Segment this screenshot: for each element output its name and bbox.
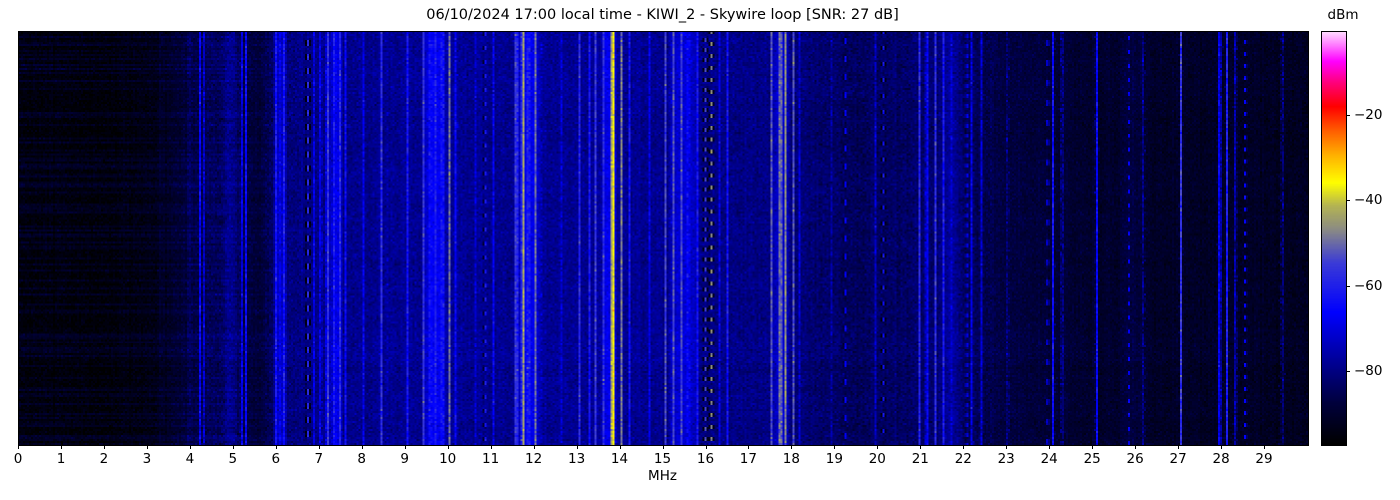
x-axis-tick-label: 11 [482,451,500,467]
colorbar-tick [1346,371,1350,373]
spectrogram-plot[interactable] [18,31,1309,446]
x-axis-tick [318,445,320,449]
x-axis-tick [232,445,234,449]
x-axis-tick [1006,445,1008,449]
x-axis-tick [447,445,449,449]
x-axis-tick [748,445,750,449]
x-axis-tick-label: 6 [271,451,281,467]
x-axis-tick [1049,445,1051,449]
x-axis-tick [576,445,578,449]
x-axis-tick-label: 22 [954,451,972,467]
x-axis-label: MHz [648,468,677,484]
colorbar-tick-label: −20 [1354,106,1383,123]
x-axis-tick-label: 23 [997,451,1015,467]
x-axis-tick [662,445,664,449]
x-axis-tick [103,445,105,449]
x-axis-tick [920,445,922,449]
x-axis-tick [1264,445,1265,449]
x-axis-tick-label: 26 [1126,451,1144,467]
colorbar-tick [1346,114,1350,116]
colorbar[interactable] [1321,31,1347,446]
x-axis-tick-label: 29 [1255,451,1273,467]
x-axis-tick [963,445,965,449]
x-axis-tick-label: 16 [696,451,715,467]
x-axis-tick [1178,445,1180,449]
x-axis-tick [189,445,191,449]
x-axis-tick-label: 15 [653,451,672,467]
x-axis-tick-label: 24 [1040,451,1058,467]
x-axis-tick [490,445,492,449]
x-axis: 0 1 2 3 4 5 6 7 8 9 10 11 12 13 14 15 16 17 18 19 20 21 22 23 24… [14,445,1307,485]
x-axis-tick-label: 12 [525,451,543,467]
x-axis-tick [877,445,879,449]
x-axis-tick-label: 1 [56,451,66,467]
x-axis-tick-label: 4 [185,451,195,467]
colorbar-tick-label: −80 [1354,363,1383,380]
x-axis-tick [61,445,62,449]
colorbar-ticks: −20 −40 −60 −80 [1346,31,1400,444]
x-axis-tick-label: 7 [314,451,324,467]
x-axis-tick-label: 20 [868,451,886,467]
x-axis-tick-label: 10 [439,451,457,467]
x-axis-tick [1221,445,1223,449]
colorbar-tick-label: −60 [1354,277,1383,294]
x-axis-tick [1135,445,1137,449]
x-axis-tick [619,445,621,449]
x-axis-tick-label: 21 [911,451,929,467]
x-axis-tick-label: 8 [357,451,366,467]
x-axis-tick [18,445,19,449]
x-axis-tick-label: 14 [610,451,629,467]
x-axis-tick [146,445,148,449]
x-axis-tick-label: 28 [1212,451,1230,467]
x-axis-tick [361,445,363,449]
spectrogram-canvas[interactable] [19,32,1308,445]
colorbar-tick-label: −40 [1354,192,1383,209]
x-axis-tick [533,445,535,449]
x-axis-tick-label: 9 [400,451,409,467]
x-axis-tick-label: 3 [142,451,152,467]
colorbar-tick [1346,200,1350,202]
x-axis-tick-label: 25 [1083,451,1101,467]
x-axis-tick [791,445,793,449]
colorbar-canvas[interactable] [1322,32,1346,445]
x-axis-tick [834,445,836,449]
x-axis-tick-label: 27 [1169,451,1187,467]
x-axis-tick-label: 18 [782,451,800,467]
page-title: 06/10/2024 17:00 local time - KIWI_2 - S… [426,7,899,23]
colorbar-tick [1346,285,1350,287]
x-axis-tick [705,445,707,449]
x-axis-tick-label: 5 [228,451,238,467]
colorbar-title: dBm [1327,7,1359,23]
x-axis-tick-label: 19 [825,451,843,467]
x-axis-tick-label: 17 [739,451,757,467]
x-axis-tick [275,445,277,449]
x-axis-tick-label: 0 [13,451,23,467]
x-axis-tick [404,445,406,449]
x-axis-tick-label: 13 [568,451,586,467]
x-axis-tick [1092,445,1094,449]
x-axis-tick-label: 2 [99,451,109,467]
